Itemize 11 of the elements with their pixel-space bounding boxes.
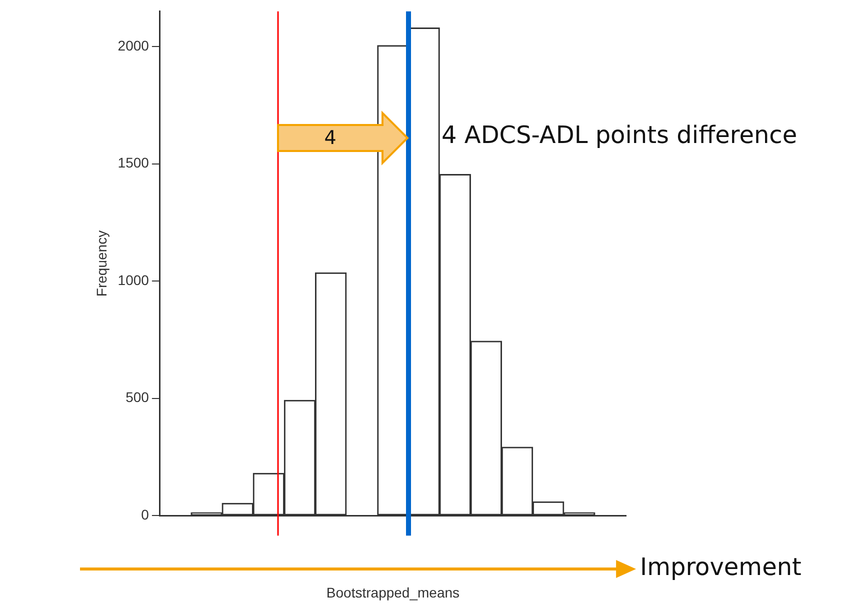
y-axis-title: Frequency (93, 230, 110, 297)
text: Improvement (640, 552, 802, 581)
y-tick-label: 500 (126, 389, 150, 406)
arrow-icon: 4 (278, 112, 408, 164)
y-tick-label: 2000 (118, 37, 150, 54)
annotation: 4 ADCS-ADL points difference (442, 121, 798, 150)
y-tick-label: 1500 (118, 154, 150, 171)
y-tick-label: 0 (141, 506, 150, 522)
x-axis-title: Bootstrapped_means (326, 584, 460, 600)
annotation: 4 (323, 126, 338, 150)
y-tick-label: 1000 (118, 272, 150, 288)
